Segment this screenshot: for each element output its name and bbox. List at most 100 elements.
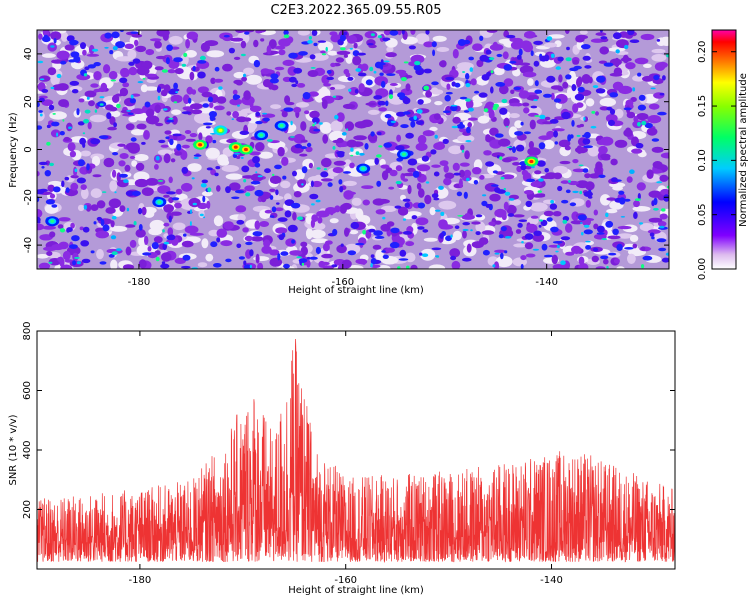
heatmap-cell [292,212,297,221]
heatmap-cell [341,132,347,136]
heatmap-cell [233,56,241,61]
heatmap-cell [321,53,327,56]
heatmap-cell [500,176,505,180]
heatmap-cell [385,52,397,58]
heatmap-cell [585,181,595,191]
heatmap-cell [82,49,87,56]
heatmap-cell [350,147,354,152]
heatmap-cell [498,138,511,147]
heatmap-cell [38,262,51,269]
heatmap-cell [193,156,199,159]
heatmap-cell [213,263,222,268]
heatmap-cell [585,200,591,208]
heatmap-cell [404,202,410,208]
heatmap-cell [114,191,117,194]
heatmap-cell [134,178,149,188]
snr-x-tick-label: -160 [334,575,357,586]
heatmap-cell [632,206,651,212]
heatmap-y-tick-label: -40 [23,237,34,253]
heatmap-cell [192,202,197,206]
heatmap-cell [161,69,168,73]
heatmap-cell [46,124,51,129]
heatmap-cell [372,198,385,206]
heatmap-cell [180,150,188,160]
heatmap-cell [300,241,308,247]
heatmap-cell [107,126,117,131]
heatmap-cell [613,32,622,40]
heatmap-cell [109,50,114,55]
heatmap-cell [299,153,308,157]
heatmap-cell [318,41,334,52]
heatmap-cell [50,31,62,41]
heatmap-cell [293,67,303,74]
heatmap-cell [125,224,136,228]
heatmap-cell [595,32,607,36]
heatmap-cell [518,219,527,222]
heatmap-cell [80,150,92,157]
heatmap-cell [119,77,128,84]
heatmap-cell [582,55,591,61]
heatmap-cell [69,260,84,267]
heatmap-cell [500,226,507,232]
heatmap-cell [291,239,296,244]
heatmap-cell [513,243,527,248]
heatmap-cell [438,185,444,190]
heatmap-cell [585,98,595,107]
heatmap-hotspot-peak [233,145,238,149]
heatmap-cell [448,145,463,155]
heatmap-cell [584,131,591,139]
heatmap-cell [142,77,146,80]
heatmap-cell [466,177,470,182]
heatmap-cell [44,170,51,177]
heatmap-cell [126,207,130,212]
heatmap-cell [519,62,531,66]
heatmap-cell [243,117,252,122]
heatmap-cell [527,147,541,156]
heatmap-y-axis-label: Frequency (Hz) [8,112,19,188]
heatmap-cell [300,146,307,150]
heatmap-cell [658,247,667,252]
heatmap-cell [243,260,247,266]
heatmap-cell [434,101,443,106]
heatmap-cell [309,110,320,119]
heatmap-cell [641,120,647,126]
heatmap-cell [477,115,490,124]
heatmap-cell [622,54,629,64]
heatmap-cell [389,241,400,249]
heatmap-cell [499,156,503,160]
heatmap-cell [238,256,245,260]
heatmap-cell [560,180,570,184]
heatmap-cell [168,176,173,184]
heatmap-cell [181,182,193,192]
heatmap-cell [245,241,253,246]
heatmap-cell [176,143,182,151]
heatmap-cell [49,162,54,167]
heatmap-cell [485,161,495,167]
heatmap-cell [131,108,145,115]
heatmap-cell [293,107,302,113]
heatmap-cell [181,240,194,248]
heatmap-cell [599,97,616,107]
heatmap-cell [538,142,546,150]
heatmap-cell [174,151,183,156]
heatmap-cell [205,126,211,129]
heatmap-cell [444,172,455,180]
heatmap-cell [70,182,79,191]
heatmap-cell [131,160,138,167]
heatmap-cell [446,235,452,240]
heatmap-cell [632,75,646,82]
heatmap-cell [168,35,183,45]
heatmap-cell [374,157,380,165]
heatmap-cell [600,194,611,206]
heatmap-cell [633,200,640,208]
heatmap-cell [425,90,432,98]
heatmap-cell [216,228,228,238]
heatmap-cell [116,103,121,109]
heatmap-cell [260,38,265,42]
heatmap-cell [566,46,570,51]
heatmap-cell [576,134,581,137]
heatmap-cell [49,111,67,120]
heatmap-cell [205,147,220,159]
heatmap-cell [632,87,636,92]
heatmap-cell [277,146,285,157]
